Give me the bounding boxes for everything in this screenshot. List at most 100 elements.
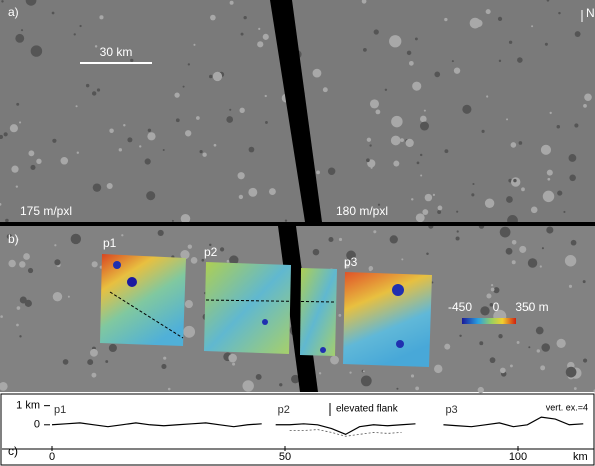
crater [509,41,512,44]
dem-p2 [204,262,291,354]
crater [583,104,587,108]
crater [547,178,550,181]
profile-label: p3 [445,404,457,416]
x-tick-label: 50 [279,451,291,463]
crater [265,121,268,124]
crater [563,211,565,213]
crater [174,92,179,97]
crater [214,144,217,147]
crater [30,165,35,170]
crater [127,277,137,287]
crater [517,57,523,63]
crater [183,326,195,338]
crater [147,132,155,140]
crater [23,253,30,260]
crater [531,207,538,214]
crater [242,380,253,391]
north-label: N [586,6,595,20]
dem-p1 [100,254,186,346]
crater [279,383,282,386]
crater [369,268,372,271]
x-tick-label: 100 [509,451,527,463]
crater [405,139,413,147]
crater [444,344,450,350]
crater [433,194,435,196]
crater [191,257,198,264]
crater [210,15,216,21]
panel-label: a) [8,5,19,19]
crater [519,246,526,253]
crater [571,240,577,246]
crater [536,327,544,335]
crater [176,118,180,122]
crater [21,29,23,31]
crater [256,374,262,380]
crater [52,12,55,15]
crater [480,306,489,315]
crater [226,116,233,123]
crater [537,349,540,352]
crater [188,63,190,65]
crater [486,9,491,14]
crater [185,130,191,136]
crater [209,75,213,79]
annotation: vert. ex.=4 [546,402,588,412]
crater [328,237,333,242]
crater [328,168,335,175]
crater [227,260,230,263]
crater [401,258,403,260]
resolution: 180 m/pxl [336,204,388,218]
crater [434,365,442,373]
crater [230,1,234,5]
crater [139,145,141,147]
crater [472,183,474,185]
crater [5,219,9,223]
crater [263,34,269,40]
crater [391,136,401,146]
crater [229,109,231,111]
crater [506,118,508,120]
crater [28,268,33,273]
crater [0,315,3,318]
crater [367,138,371,142]
crater [456,236,460,240]
crater [519,141,523,145]
crater [391,116,402,127]
crater [452,60,454,62]
crater [105,360,108,363]
crater [285,219,287,221]
panel-label: c) [8,444,18,458]
crater [511,142,517,148]
crater [528,346,530,348]
crater [557,190,562,195]
crater [163,357,166,360]
crater [584,93,592,101]
crater [444,18,447,21]
crater [396,340,404,348]
crater [76,105,78,107]
crater [510,364,513,367]
crater [550,112,552,114]
crater [17,306,21,310]
crater [557,339,566,348]
crater [16,103,19,106]
crater [498,17,502,21]
crater [361,375,372,386]
profile-label: p2 [278,404,290,416]
crater [146,191,155,200]
crater [19,121,21,123]
crater [478,387,484,393]
crater [366,158,370,162]
crater [265,95,267,97]
crater [541,343,550,352]
crater [8,260,15,267]
crater [422,209,428,215]
crater [392,284,404,296]
crater [565,255,576,266]
crater [506,196,513,203]
crater [349,372,351,374]
crater [249,147,255,153]
crater [316,170,320,174]
crater [185,300,193,308]
crater [92,91,96,95]
